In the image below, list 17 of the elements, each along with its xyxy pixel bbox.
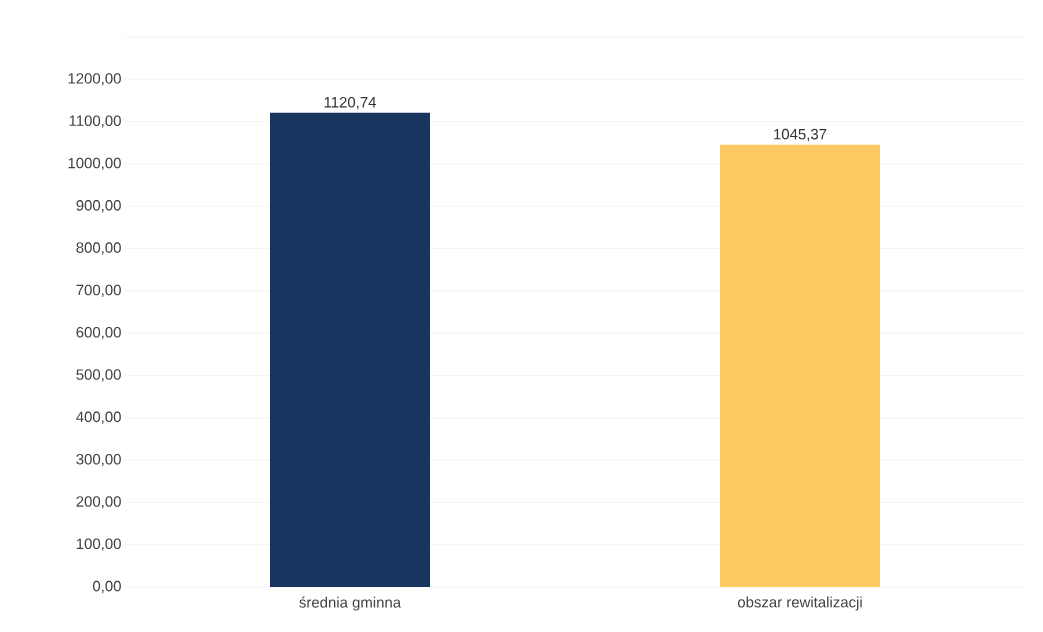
y-tick-label: 100,00 xyxy=(76,538,121,551)
y-tick-label: 1200,00 xyxy=(68,73,121,86)
y-tick-label: 1100,00 xyxy=(69,115,121,128)
y-tick-label: 1000,00 xyxy=(68,157,121,171)
y-tick-label: 600,00 xyxy=(76,326,121,340)
y-tick-label: 0,00 xyxy=(92,580,121,594)
y-tick-label: 700,00 xyxy=(76,284,121,298)
y-tick-label: 500,00 xyxy=(76,369,121,382)
data-label: 1120,74 xyxy=(324,96,377,110)
y-tick-label: 900,00 xyxy=(76,200,121,213)
y-tick-label: 200,00 xyxy=(76,496,121,509)
x-tick-label: średnia gminna xyxy=(299,596,402,611)
x-tick-label: obszar rewitalizacji xyxy=(737,596,862,611)
y-tick-label: 800,00 xyxy=(76,242,121,255)
y-tick-label: 400,00 xyxy=(76,411,121,424)
data-label: 1045,37 xyxy=(774,128,827,142)
y-tick-label: 300,00 xyxy=(76,453,121,467)
